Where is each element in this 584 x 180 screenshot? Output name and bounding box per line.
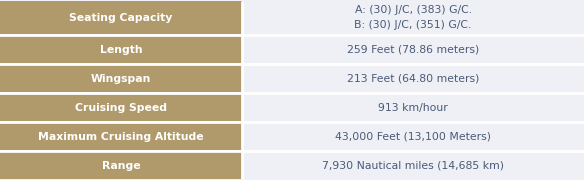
Bar: [244, 36, 584, 63]
Text: 43,000 Feet (13,100 Meters): 43,000 Feet (13,100 Meters): [335, 132, 491, 142]
Bar: [0, 1, 242, 34]
Text: 7,930 Nautical miles (14,685 km): 7,930 Nautical miles (14,685 km): [322, 161, 504, 170]
Text: Length: Length: [100, 45, 142, 55]
Text: 259 Feet (78.86 meters): 259 Feet (78.86 meters): [347, 45, 479, 55]
Bar: [244, 65, 584, 92]
Bar: [0, 65, 242, 92]
Bar: [244, 1, 584, 34]
Text: A: (30) J/C, (383) G/C.
B: (30) J/C, (351) G/C.: A: (30) J/C, (383) G/C. B: (30) J/C, (35…: [354, 5, 472, 30]
Text: Seating Capacity: Seating Capacity: [69, 13, 173, 23]
Bar: [0, 152, 242, 179]
Bar: [244, 123, 584, 150]
Text: Maximum Cruising Altitude: Maximum Cruising Altitude: [39, 132, 204, 142]
Bar: [0, 94, 242, 121]
Text: 913 km/hour: 913 km/hour: [378, 103, 448, 113]
Bar: [0, 123, 242, 150]
Bar: [0, 36, 242, 63]
Text: Cruising Speed: Cruising Speed: [75, 103, 167, 113]
Text: Range: Range: [102, 161, 141, 170]
Bar: [244, 94, 584, 121]
Text: Wingspan: Wingspan: [91, 74, 151, 84]
Bar: [244, 152, 584, 179]
Text: 213 Feet (64.80 meters): 213 Feet (64.80 meters): [347, 74, 479, 84]
